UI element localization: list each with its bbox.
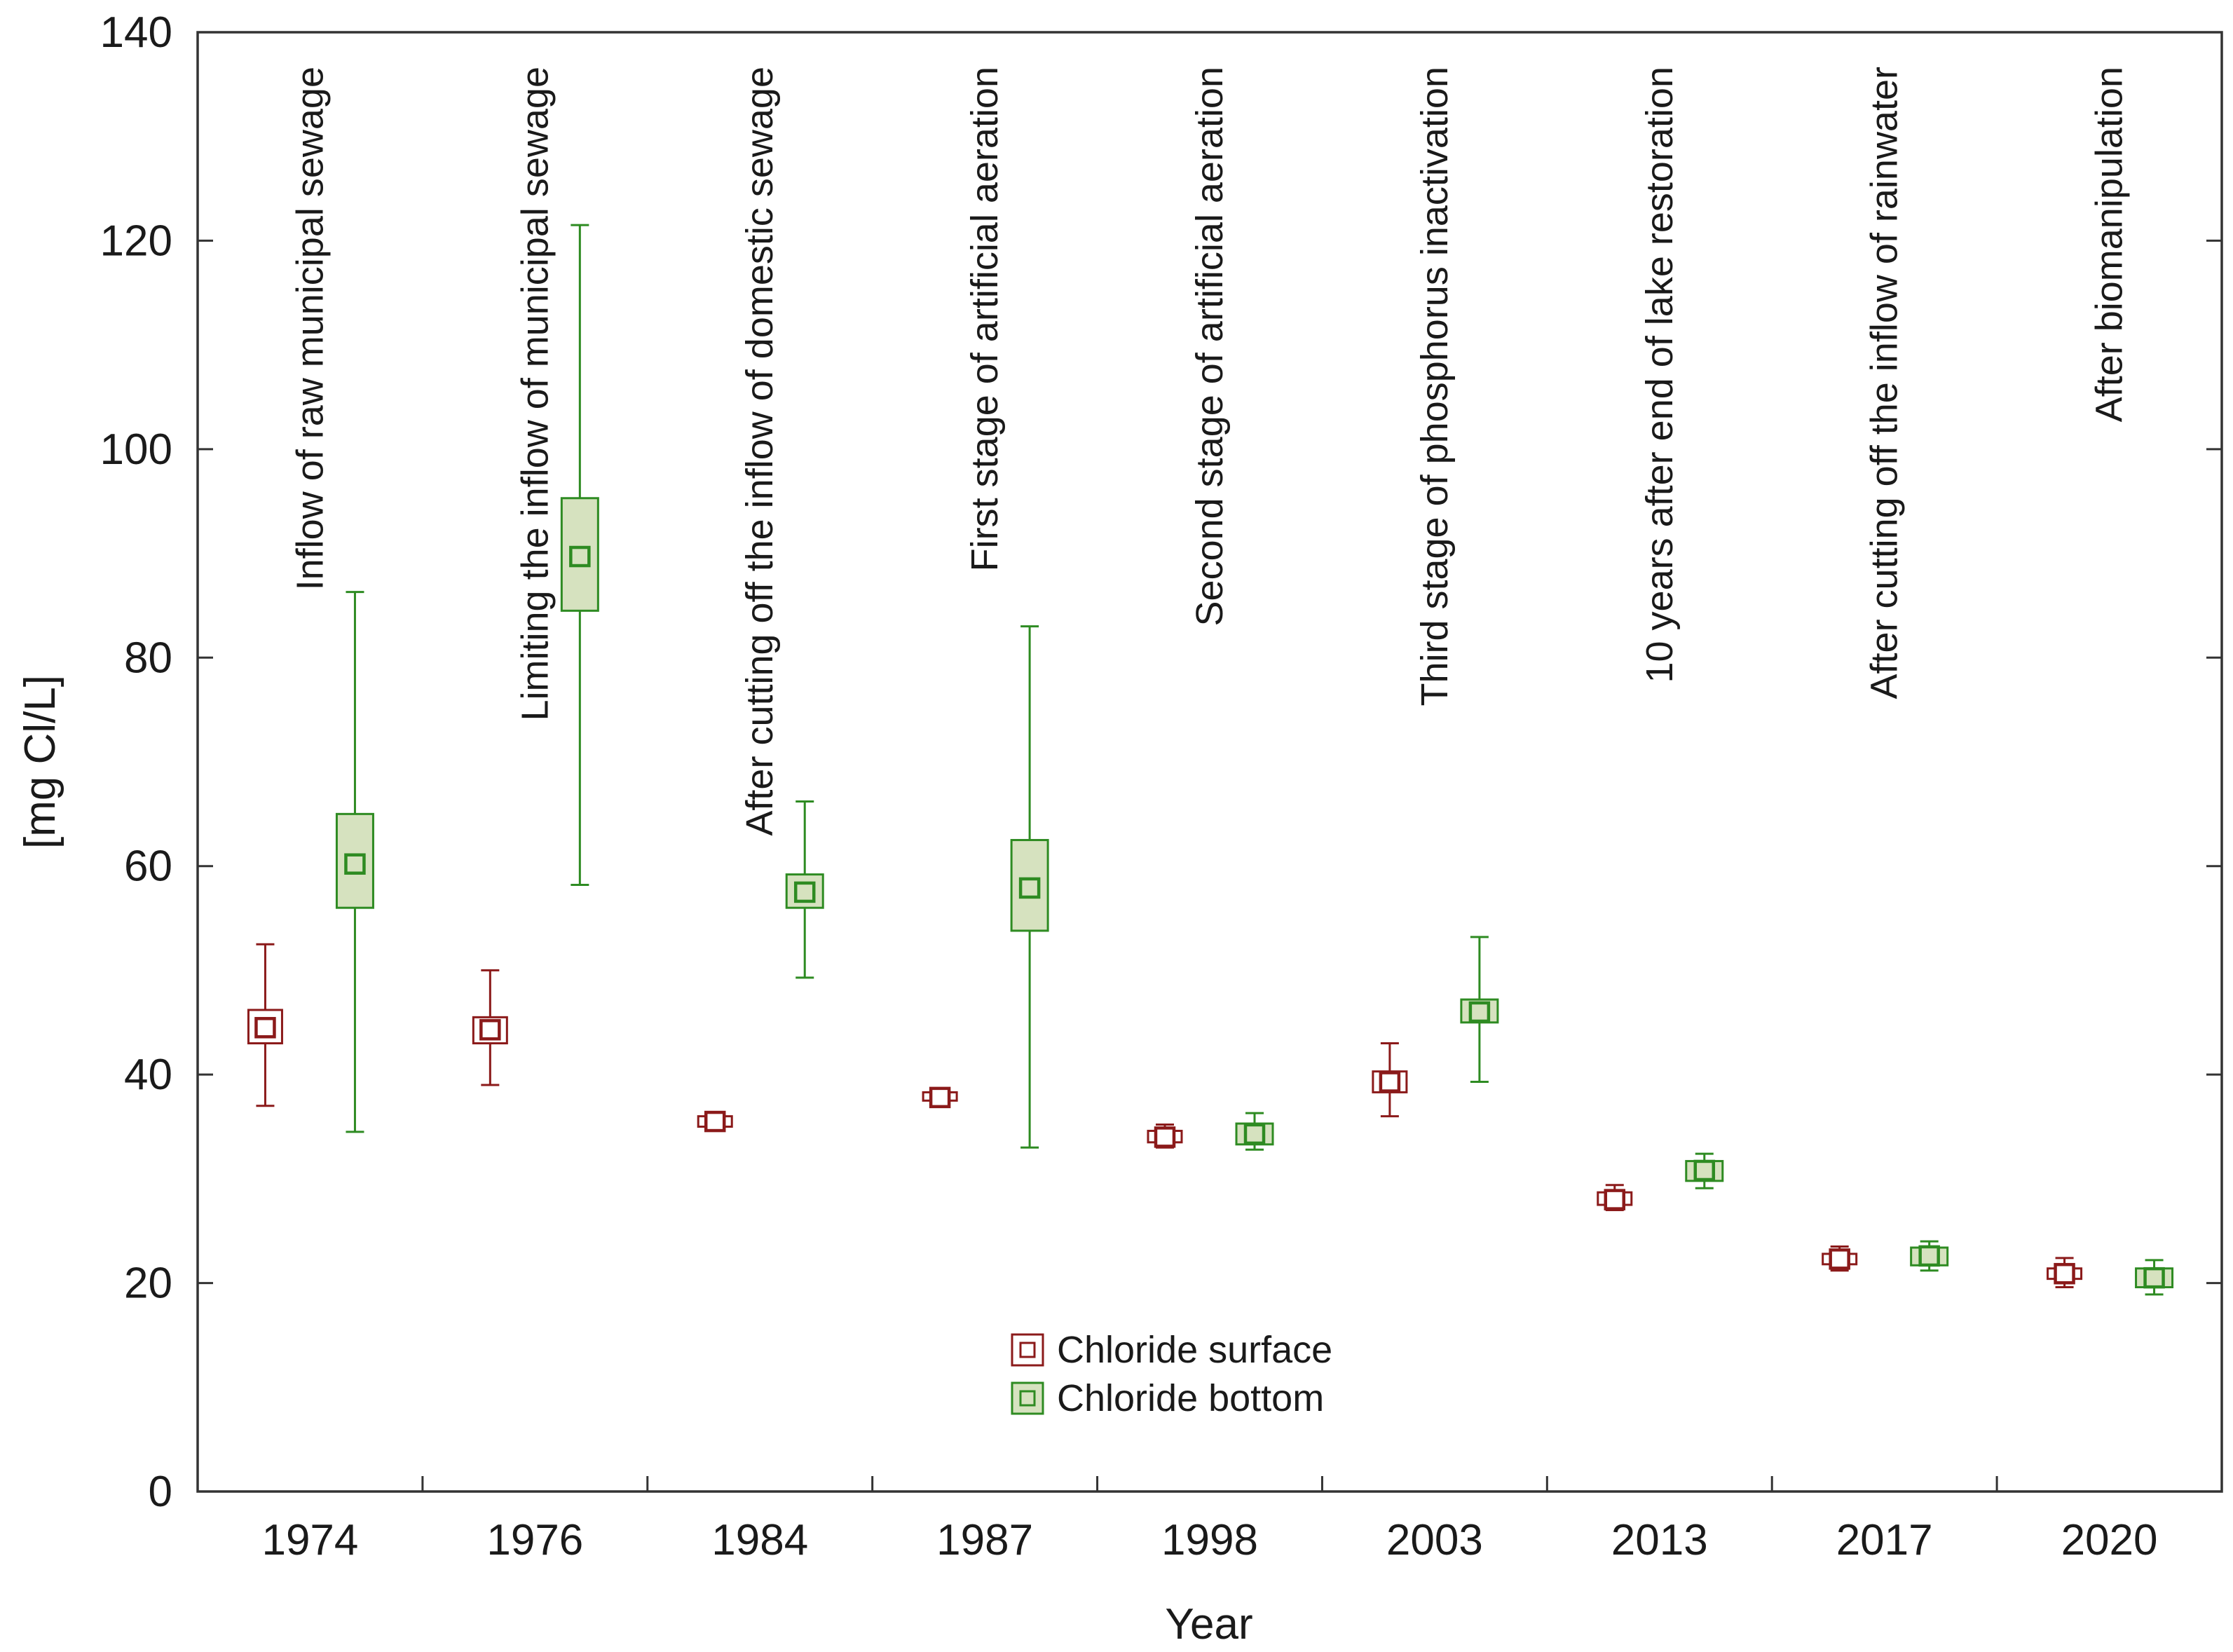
annotations: Inflow of raw municipal sewage Limiting t… xyxy=(289,67,2130,836)
annotation-8: After cutting off the inflow of rainwate… xyxy=(1864,67,1906,699)
series-bottom xyxy=(335,224,2174,1296)
legend-marker-surface xyxy=(1019,1342,1036,1358)
annotation-7: 10 years after end of lake restoration xyxy=(1639,67,1681,683)
legend-label-bottom: Chloride bottom xyxy=(1057,1377,1324,1419)
annotation-2: Limiting the inflow of municipal sewage xyxy=(514,67,556,721)
y-tick-label-60: 60 xyxy=(124,842,172,891)
mean-marker-surface-2020 xyxy=(2054,1262,2075,1285)
mean-marker-surface-1976 xyxy=(479,1018,501,1041)
mean-marker-surface-1987 xyxy=(929,1086,951,1109)
mean-marker-surface-2017 xyxy=(1829,1248,1850,1270)
mean-marker-bottom-1976 xyxy=(569,545,591,568)
x-tick-label-2003: 2003 xyxy=(1386,1516,1483,1564)
mean-marker-bottom-2020 xyxy=(2143,1267,2165,1289)
x-tick-label-1987: 1987 xyxy=(936,1516,1033,1564)
mean-marker-bottom-1984 xyxy=(793,881,816,903)
y-tick-label-80: 80 xyxy=(124,634,172,682)
mean-marker-surface-2003 xyxy=(1379,1071,1401,1093)
mean-marker-surface-2013 xyxy=(1604,1189,1626,1210)
annotation-9: After biomanipulation xyxy=(2089,67,2131,422)
mean-marker-surface-1974 xyxy=(254,1016,276,1039)
y-tick-label-0: 0 xyxy=(149,1468,172,1516)
legend-swatch-bottom xyxy=(1011,1381,1044,1415)
mean-marker-bottom-2013 xyxy=(1693,1159,1716,1182)
annotation-1: Inflow of raw municipal sewage xyxy=(289,67,331,590)
plot-frame xyxy=(196,31,2223,1493)
y-tick-label-100: 100 xyxy=(100,425,172,474)
x-tick-label-2020: 2020 xyxy=(2061,1516,2158,1564)
x-tick-label-1976: 1976 xyxy=(486,1516,583,1564)
legend: Chloride surface Chloride bottom xyxy=(1011,1329,1332,1419)
annotation-6: Third stage of phosphorus inactivation xyxy=(1414,67,1456,706)
mean-marker-bottom-1998 xyxy=(1243,1123,1266,1145)
mean-marker-bottom-1987 xyxy=(1018,877,1041,899)
y-axis-title: [mg Cl/L] xyxy=(16,675,64,849)
mean-marker-bottom-2017 xyxy=(1918,1245,1940,1267)
series-surface xyxy=(247,943,2083,1289)
legend-label-surface: Chloride surface xyxy=(1057,1329,1332,1371)
y-tick-label-140: 140 xyxy=(100,8,172,57)
x-tick-label-1984: 1984 xyxy=(711,1516,808,1564)
mean-marker-surface-1984 xyxy=(704,1110,726,1133)
legend-marker-bottom xyxy=(1019,1390,1036,1407)
axes-ticks: 0 20 40 60 80 100 120 140 1974 1976 1984 1987 1998 20… xyxy=(100,8,2223,1564)
x-tick-label-1998: 1998 xyxy=(1161,1516,1258,1564)
annotation-5: Second stage of artificial aeration xyxy=(1189,67,1231,626)
y-tick-label-20: 20 xyxy=(124,1260,172,1308)
mean-marker-surface-1998 xyxy=(1154,1126,1176,1148)
y-tick-label-40: 40 xyxy=(124,1051,172,1099)
y-tick-label-120: 120 xyxy=(100,217,172,265)
mean-marker-bottom-1974 xyxy=(344,853,366,875)
box-bottom-1974 xyxy=(335,812,374,909)
x-tick-label-2017: 2017 xyxy=(1836,1516,1933,1564)
annotation-4: First stage of artificial aeration xyxy=(964,67,1006,571)
mean-marker-bottom-2003 xyxy=(1468,1001,1491,1023)
annotation-3: After cutting off the inflow of domestic… xyxy=(739,67,781,836)
legend-swatch-surface xyxy=(1011,1333,1044,1367)
x-tick-label-1974: 1974 xyxy=(261,1516,358,1564)
x-axis-title: Year xyxy=(1165,1600,1252,1648)
x-tick-label-2013: 2013 xyxy=(1611,1516,1708,1564)
box-series xyxy=(247,224,2174,1296)
